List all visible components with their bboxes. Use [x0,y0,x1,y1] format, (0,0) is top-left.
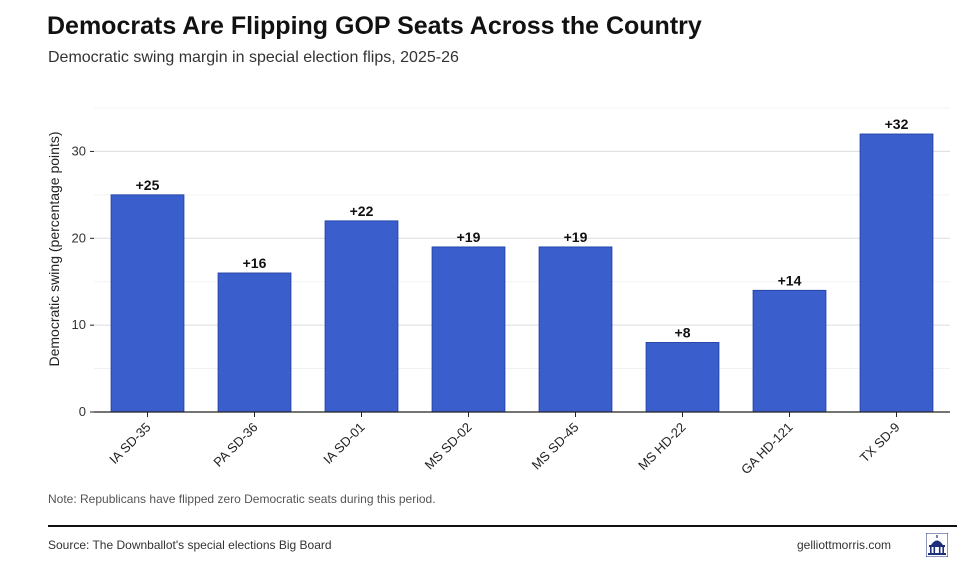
data-label: +19 [564,229,588,245]
data-label: +16 [243,255,267,271]
bar-ia-sd-01 [324,220,399,413]
bar-ms-hd-22 [645,342,720,413]
x-tick-label: MS SD-02 [422,420,475,473]
x-tick-label: IA SD-01 [320,420,367,467]
bar-tx-sd-9 [859,133,934,413]
data-labels: +25 +16 +22 +19 +19 +8 +14 +32 [136,116,909,340]
data-label: +14 [778,272,802,288]
y-tick-label: 30 [72,143,86,158]
bar-ia-sd-35 [110,194,185,413]
data-label: +22 [350,203,374,219]
bar-ms-sd-02 [431,246,506,413]
data-label: +32 [885,116,909,132]
footer-divider [48,525,957,527]
chart-subtitle: Democratic swing margin in special elect… [48,49,459,66]
bars [94,133,950,413]
x-tick-label: IA SD-35 [106,420,153,467]
x-tick-labels: IA SD-35 PA SD-36 IA SD-01 MS SD-02 MS SD-45… [106,412,903,478]
chart-title: Democrats Are Flipping GOP Seats Across … [47,12,702,40]
x-tick-label: MS HD-22 [635,420,689,474]
chart-note: Note: Republicans have flipped zero Demo… [48,492,436,506]
x-tick-label: GA HD-121 [738,420,796,478]
y-tick-label: 20 [72,230,86,245]
capitol-building-icon [926,533,948,557]
data-label: +8 [675,325,691,341]
source-credit: Source: The Downballot's special electio… [48,538,332,552]
bar-ms-sd-45 [538,246,613,413]
site-link[interactable]: gelliottmorris.com [797,538,892,552]
x-tick-label: MS SD-45 [529,420,582,473]
y-tick-labels: 0 10 20 30 [72,143,94,419]
y-tick-label: 0 [79,404,86,419]
bar-ga-hd-121 [752,289,827,413]
y-tick-label: 10 [72,317,86,332]
y-axis-label: Democratic swing (percentage points) [46,132,62,367]
data-label: +19 [457,229,481,245]
data-label: +25 [136,177,160,193]
bar-chart: 0 10 20 30 IA SD-35 PA SD-36 IA SD-01 MS SD-02… [46,107,950,478]
x-tick-label: TX SD-9 [857,420,903,466]
bar-pa-sd-36 [217,272,292,413]
x-tick-label: PA SD-36 [210,420,260,470]
